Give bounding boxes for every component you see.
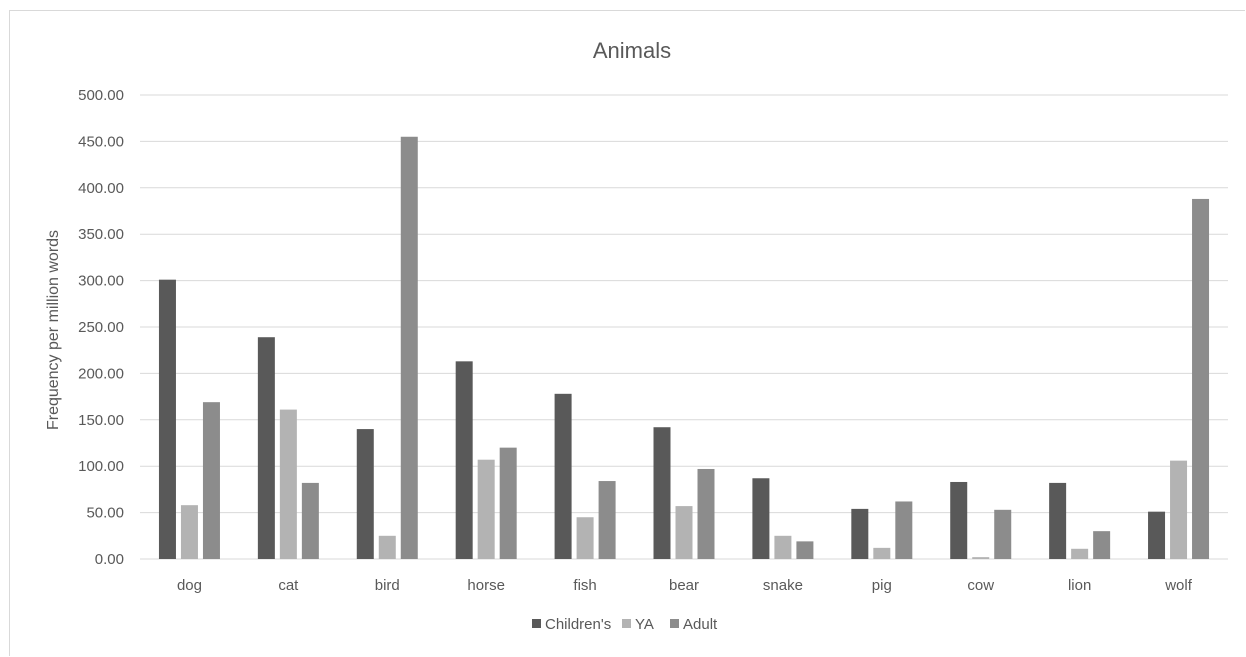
y-tick-label: 50.00 [86, 505, 124, 522]
bar-horse-childrens [455, 361, 473, 559]
bar-snake-adult [796, 541, 814, 559]
bar-cow-childrens [950, 481, 968, 559]
y-axis-title: Frequency per million words [45, 230, 62, 430]
bar-pig-childrens [851, 508, 869, 559]
bar-fish-adult [598, 481, 616, 559]
y-tick-label: 200.00 [78, 365, 124, 382]
x-tick-label: bird [375, 577, 400, 594]
bar-lion-adult [1093, 531, 1111, 559]
x-tick-label: wolf [1164, 577, 1193, 594]
bar-cat-ya [279, 409, 297, 559]
bar-wolf-childrens [1148, 511, 1166, 559]
bar-cow-ya [972, 557, 990, 559]
x-tick-label: bear [669, 577, 699, 594]
y-tick-label: 0.00 [95, 551, 124, 568]
bar-bird-adult [400, 136, 418, 559]
bar-horse-ya [477, 459, 495, 559]
x-tick-label: pig [872, 577, 892, 594]
y-tick-label: 450.00 [78, 133, 124, 150]
x-tick-label: lion [1068, 577, 1091, 594]
legend-label: YA [635, 616, 654, 633]
bar-dog-ya [180, 505, 198, 559]
bar-snake-childrens [752, 478, 770, 559]
bar-cow-adult [994, 509, 1012, 559]
bar-lion-ya [1071, 548, 1089, 559]
bar-fish-childrens [554, 393, 572, 559]
bar-snake-ya [774, 535, 792, 559]
y-tick-label: 300.00 [78, 273, 124, 290]
y-tick-label: 400.00 [78, 180, 124, 197]
bar-cat-adult [301, 482, 319, 559]
y-tick-label: 350.00 [78, 226, 124, 243]
bar-bird-childrens [356, 429, 374, 559]
bars [158, 136, 1210, 559]
legend-label: Adult [683, 616, 718, 633]
x-tick-label: horse [467, 577, 505, 594]
x-axis-labels: dog cat bird horse fish bear snake pig cow lion wo… [177, 577, 1193, 594]
bar-wolf-ya [1170, 460, 1188, 559]
y-tick-label: 250.00 [78, 319, 124, 336]
legend: Children's YA Adult [532, 616, 718, 633]
y-axis-ticks: 0.00 50.00 100.00 150.00 200.00 250.00 300.00 3… [78, 87, 124, 568]
bar-bird-ya [378, 535, 396, 559]
x-tick-label: snake [763, 577, 803, 594]
y-tick-label: 500.00 [78, 87, 124, 104]
legend-swatch [670, 619, 679, 628]
bar-dog-adult [202, 402, 220, 559]
x-tick-label: cat [278, 577, 299, 594]
bar-horse-adult [499, 447, 517, 559]
x-tick-label: cow [967, 577, 994, 594]
bar-lion-childrens [1049, 482, 1067, 559]
bar-bear-adult [697, 468, 715, 559]
bar-cat-childrens [257, 337, 275, 559]
bar-fish-ya [576, 517, 594, 559]
y-tick-label: 150.00 [78, 412, 124, 429]
bar-bear-ya [675, 506, 693, 559]
chart-title: Animals [593, 38, 671, 63]
bar-pig-ya [873, 547, 891, 559]
legend-label: Children's [545, 616, 611, 633]
bar-wolf-adult [1192, 198, 1210, 559]
legend-swatch [622, 619, 631, 628]
y-tick-label: 100.00 [78, 458, 124, 475]
x-tick-label: fish [573, 577, 596, 594]
bar-bear-childrens [653, 427, 671, 559]
x-tick-label: dog [177, 577, 202, 594]
bar-pig-adult [895, 501, 913, 559]
legend-swatch [532, 619, 541, 628]
bar-dog-childrens [158, 279, 176, 559]
